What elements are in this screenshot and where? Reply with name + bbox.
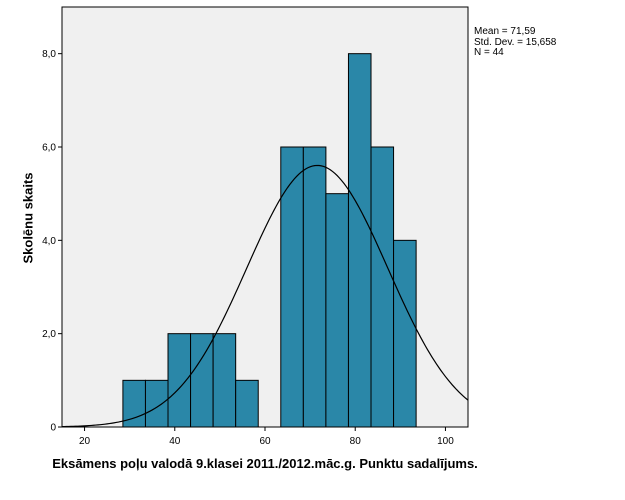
histogram-bar — [370, 146, 395, 428]
histogram-bar — [393, 239, 417, 428]
histogram-bar — [190, 333, 214, 428]
x-tick-label: 60 — [259, 436, 271, 447]
x-tick-label: 20 — [79, 436, 91, 447]
y-axis-label: Skolēnu skaits — [20, 172, 36, 264]
histogram-bar — [167, 333, 192, 428]
x-tick-label: 40 — [169, 436, 181, 447]
std-dev-stat: Std. Dev. = 15,658 — [474, 36, 557, 48]
histogram-bar — [325, 193, 349, 428]
histogram-bar — [235, 379, 259, 428]
x-tick-label: 100 — [437, 436, 454, 447]
y-tick-label: 2,0 — [42, 329, 56, 340]
mean-stat: Mean = 71,59 — [474, 26, 536, 37]
statistics-legend: Mean = 71,59 Std. Dev. = 15,658 N = 44 — [474, 26, 557, 59]
histogram-bar — [302, 146, 327, 428]
x-tick-label: 80 — [350, 436, 362, 447]
histogram-bar — [144, 379, 169, 428]
y-tick-label: 4,0 — [42, 236, 56, 247]
histogram-bar — [212, 333, 237, 428]
n-stat: N = 44 — [474, 47, 504, 58]
y-tick-label: 8,0 — [42, 49, 56, 60]
y-tick-label: 0 — [50, 423, 56, 434]
x-axis-label: Eksāmens poļu valodā 9.klasei 2011./2012… — [52, 456, 478, 471]
y-tick-label: 6,0 — [42, 143, 56, 154]
histogram-bar — [347, 53, 372, 428]
normal-distribution-curve — [61, 164, 469, 428]
histogram-bar — [280, 146, 304, 428]
